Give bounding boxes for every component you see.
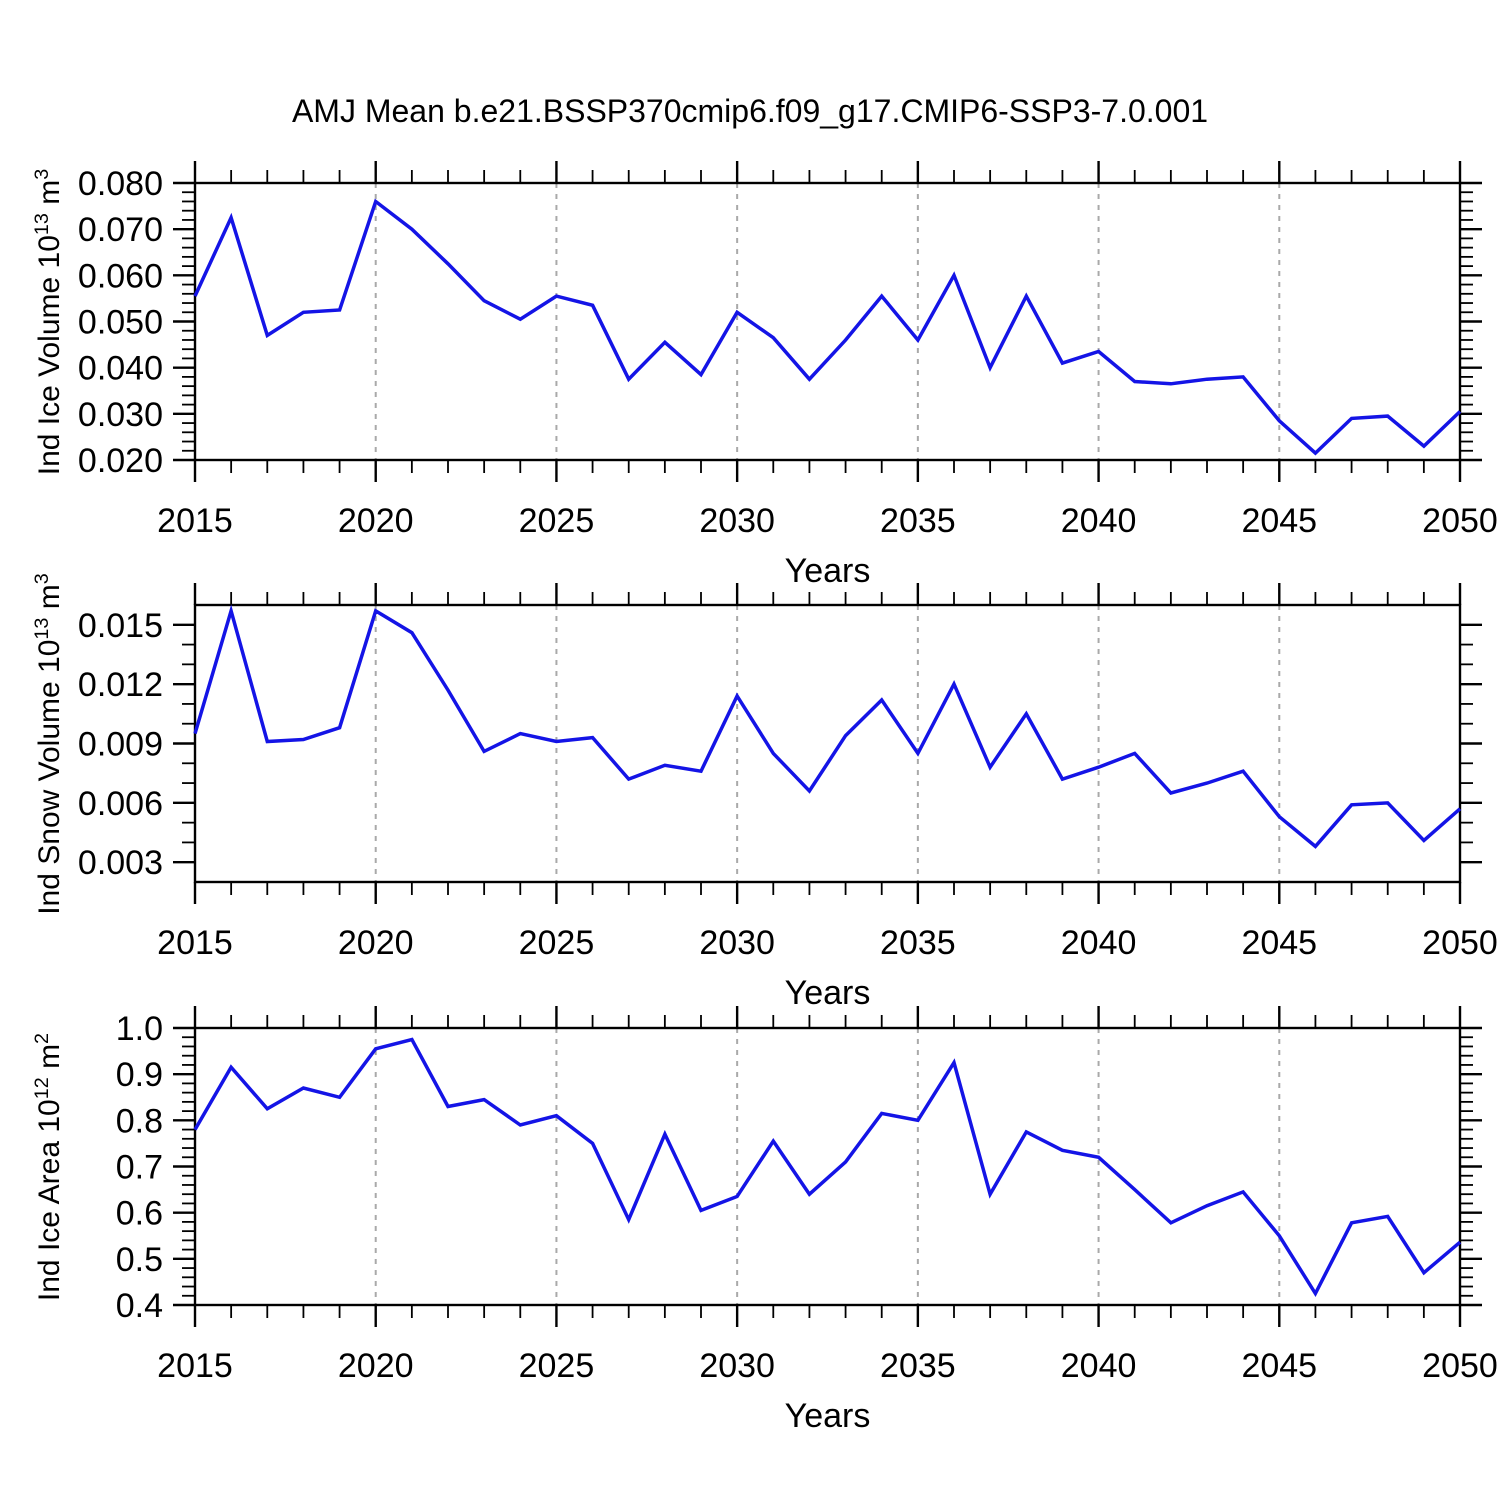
y-tick-label: 0.040 [78,350,163,388]
y-tick-label: 0.9 [116,1056,163,1094]
y-tick-label: 0.060 [78,257,163,295]
y-tick-label: 0.070 [78,211,163,249]
x-axis-title: Years [785,974,871,1012]
y-tick-label: 0.5 [116,1241,163,1279]
x-tick-label: 2015 [157,1347,233,1385]
x-tick-label: 2040 [1061,924,1137,962]
x-tick-label: 2040 [1061,1347,1137,1385]
data-line-ice-area [193,1037,1462,1298]
panel-ice-volume: 0.020 0.030 0.040 0.050 0.060 0.070 0.080 2015 2… [78,161,1498,590]
y-tick-label: 0.4 [116,1287,163,1325]
x-tick-label: 2025 [519,924,595,962]
x-tick-label: 2020 [338,1347,414,1385]
y-tick-label: 0.020 [78,442,163,480]
x-tick-label: 2035 [880,502,956,540]
x-tick-label: 2015 [157,924,233,962]
x-tick-label: 2050 [1422,1347,1498,1385]
y-tick-label: 0.006 [78,785,163,823]
x-tick-label: 2045 [1241,924,1317,962]
y-tick-label: 0.003 [78,844,163,882]
x-tick-label: 2020 [338,502,414,540]
x-tick-label: 2035 [880,1347,956,1385]
x-tick-label: 2030 [699,502,775,540]
y-tick-label: 0.009 [78,726,163,764]
y-tick-label: 0.7 [116,1149,163,1187]
x-tick-label: 2025 [519,502,595,540]
x-axis-title: Years [785,1397,871,1435]
data-line-ice-volume [193,198,1462,456]
y-tick-label: 0.8 [116,1102,163,1140]
y-tick-label: 0.6 [116,1195,163,1233]
data-line-snow-volume [193,604,1462,849]
figure-title: AMJ Mean b.e21.BSSP370cmip6.f09_g17.CMIP… [291,93,1209,129]
x-axis-title: Years [785,552,871,590]
y-tick-label: 0.080 [78,165,163,203]
y-axis-label-ice-area: Ind Ice Area 1012 m2 [31,1032,66,1301]
x-tick-label: 2030 [699,924,775,962]
plot-frame [193,1026,1462,1307]
plot-frame [193,181,1462,462]
x-tick-label: 2045 [1241,502,1317,540]
y-tick-label: 0.050 [78,304,163,342]
x-tick-label: 2050 [1422,502,1498,540]
panel-snow-volume: 0.003 0.006 0.009 0.012 0.015 2015 2020 2025 203… [78,583,1498,1012]
x-tick-label: 2035 [880,924,956,962]
x-tick-label: 2030 [699,1347,775,1385]
x-tick-label: 2020 [338,924,414,962]
x-tick-label: 2040 [1061,502,1137,540]
x-tick-label: 2045 [1241,1347,1317,1385]
plot-frame [193,603,1462,884]
y-tick-label: 1.0 [116,1010,163,1048]
x-tick-label: 2025 [519,1347,595,1385]
x-tick-label: 2015 [157,502,233,540]
y-tick-label: 0.015 [78,607,163,645]
y-tick-label: 0.030 [78,396,163,434]
y-tick-label: 0.012 [78,666,163,704]
panel-ice-area: 0.4 0.5 0.6 0.7 0.8 0.9 1.0 2015 2020 2025 2030 203… [116,1006,1498,1435]
x-tick-label: 2050 [1422,924,1498,962]
